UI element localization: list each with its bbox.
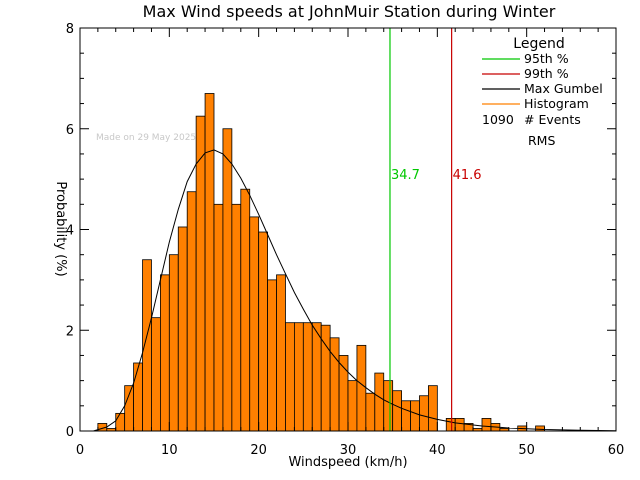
- legend-item-label-2: Max Gumbel: [524, 81, 603, 96]
- histogram-bar-32: [383, 380, 394, 432]
- histogram-bar-2: [115, 412, 126, 432]
- y-tick-label-0: 0: [66, 425, 74, 440]
- x-tick-label-3: 30: [340, 443, 357, 458]
- legend-title: Legend: [513, 36, 564, 52]
- x-tick-label-6: 60: [608, 443, 625, 458]
- legend-item-label-3: Histogram: [524, 96, 589, 111]
- legend-item-label-1: 99th %: [524, 66, 569, 81]
- legend-events-count: 1090: [482, 112, 514, 127]
- histogram-bar-11: [195, 115, 206, 432]
- histogram-bar-49: [535, 425, 545, 432]
- histogram-bar-31: [374, 372, 385, 432]
- histogram-bar-37: [427, 385, 438, 432]
- x-tick-label-2: 20: [250, 443, 267, 458]
- x-tick-label-1: 10: [161, 443, 178, 458]
- histogram-bar-28: [347, 380, 358, 432]
- histogram-bar-40: [454, 418, 465, 432]
- histogram-bar-15: [231, 203, 242, 432]
- histogram-bar-19: [267, 279, 277, 432]
- y-tick-label-3: 6: [66, 123, 74, 138]
- histogram-bar-3: [124, 385, 134, 432]
- y-tick-label-1: 2: [66, 324, 74, 339]
- y-axis-label: Probability (%): [53, 181, 68, 276]
- histogram-bar-43: [481, 418, 492, 432]
- legend-events-label: # Events: [524, 112, 581, 127]
- histogram-bar-30: [365, 392, 376, 432]
- histogram-bar-35: [410, 400, 420, 432]
- x-tick-label-5: 50: [518, 443, 535, 458]
- histogram-bar-23: [302, 322, 313, 432]
- histogram-bar-14: [222, 128, 233, 432]
- histogram-bar-4: [133, 362, 143, 432]
- x-tick-label-0: 0: [76, 443, 84, 458]
- histogram-bar-21: [285, 322, 295, 432]
- histogram-bars: [97, 93, 545, 432]
- histogram-bar-8: [168, 254, 179, 432]
- percentile-95-label: 34.7: [391, 168, 420, 183]
- histogram-bar-5: [142, 259, 152, 432]
- histogram-bar-9: [177, 226, 188, 432]
- chart-title: Max Wind speeds at JohnMuir Station duri…: [143, 2, 556, 21]
- histogram-bar-39: [445, 418, 456, 432]
- percentile-99-label: 41.6: [453, 168, 482, 183]
- histogram-bar-33: [392, 390, 402, 432]
- histogram-bar-34: [401, 400, 411, 432]
- histogram-bar-10: [186, 191, 197, 432]
- axis-ticks: 0 10 20 30 40 50 60 0 2 4 6 8: [66, 22, 625, 458]
- histogram-bar-12: [204, 93, 215, 432]
- histogram-bar-13: [213, 203, 224, 432]
- histogram-bar-6: [151, 317, 161, 432]
- y-tick-label-4: 8: [66, 22, 74, 37]
- gumbel-fit-curve: [93, 149, 617, 432]
- histogram-bar-22: [293, 322, 304, 432]
- histogram-bar-18: [258, 231, 268, 432]
- legend-item-label-0: 95th %: [524, 51, 569, 66]
- watermark-text: Made on 29 May 2025: [96, 133, 196, 143]
- x-axis-label: Windspeed (km/h): [288, 455, 407, 470]
- histogram-bar-36: [419, 395, 429, 432]
- histogram-bar-17: [249, 216, 260, 432]
- y-tick-label-2: 4: [66, 224, 74, 239]
- legend-rms-label: RMS: [528, 133, 555, 148]
- histogram-bar-7: [159, 274, 170, 432]
- histogram-bar-24: [311, 322, 322, 432]
- x-tick-label-4: 40: [429, 443, 446, 458]
- histogram-bar-29: [356, 344, 367, 432]
- histogram-bar-20: [276, 274, 286, 432]
- histogram-bar-26: [329, 337, 340, 432]
- histogram-bar-16: [240, 188, 251, 432]
